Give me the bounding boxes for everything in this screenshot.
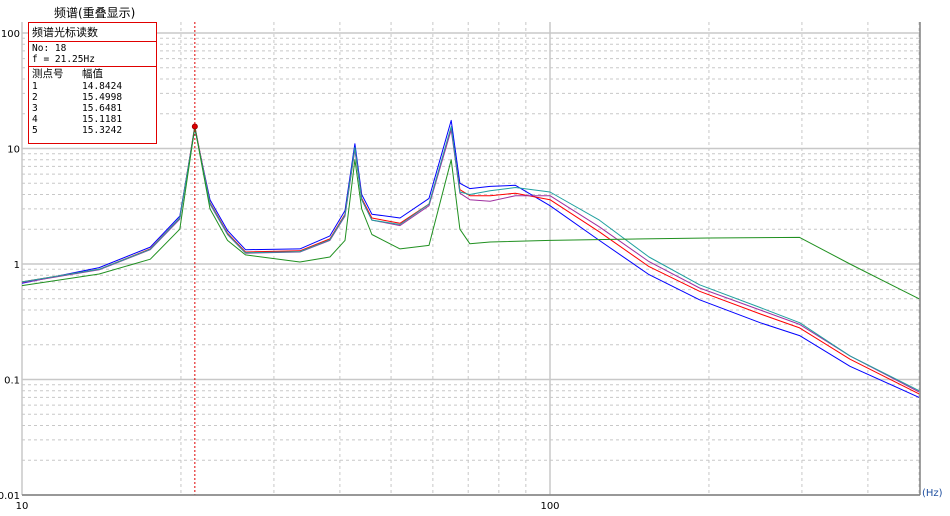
y-tick-label: 100 (1, 29, 20, 40)
readout-row: 1 14.8424 (32, 81, 153, 92)
col-point-header: 测点号 (32, 68, 64, 80)
cursor-readout-panel: 频谱光标读数 No: 18 f = 21.25Hz 测点号 幅值 1 14.8424… (28, 22, 157, 144)
series-line-4 (21, 126, 920, 392)
point-id: 1 (32, 81, 38, 92)
point-id: 5 (32, 125, 38, 136)
chart-title: 频谱(重叠显示) (54, 6, 136, 20)
y-tick-label: 0.1 (4, 376, 20, 387)
readout-row: 2 15.4998 (32, 92, 153, 103)
point-value: 15.3242 (82, 125, 123, 136)
series-line-5 (21, 126, 920, 300)
readout-title: 频谱光标读数 (29, 23, 156, 42)
point-id: 3 (32, 103, 38, 114)
x-tick-label: 100 (540, 501, 559, 512)
y-tick-label: 1 (14, 260, 20, 271)
point-id: 2 (32, 92, 38, 103)
point-id: 4 (32, 114, 38, 125)
point-value: 15.6481 (82, 103, 123, 114)
point-value: 15.1181 (82, 114, 123, 125)
y-tick-label: 10 (7, 145, 20, 156)
plot-background (22, 22, 920, 495)
point-value: 14.8424 (82, 81, 123, 92)
readout-row: 5 15.3242 (32, 125, 153, 136)
readout-row: 4 15.1181 (32, 114, 153, 125)
readout-row: 3 15.6481 (32, 103, 153, 114)
readout-number: No: 18 (32, 43, 67, 54)
y-tick-label: 0.01 (0, 491, 20, 502)
x-tick-label: 10 (16, 501, 29, 512)
cursor-marker (191, 123, 198, 130)
readout-frequency: f = 21.25Hz (32, 54, 95, 65)
x-axis-unit: (Hz) (922, 488, 943, 499)
point-value: 15.4998 (82, 92, 123, 103)
col-value-header: 幅值 (82, 68, 103, 80)
